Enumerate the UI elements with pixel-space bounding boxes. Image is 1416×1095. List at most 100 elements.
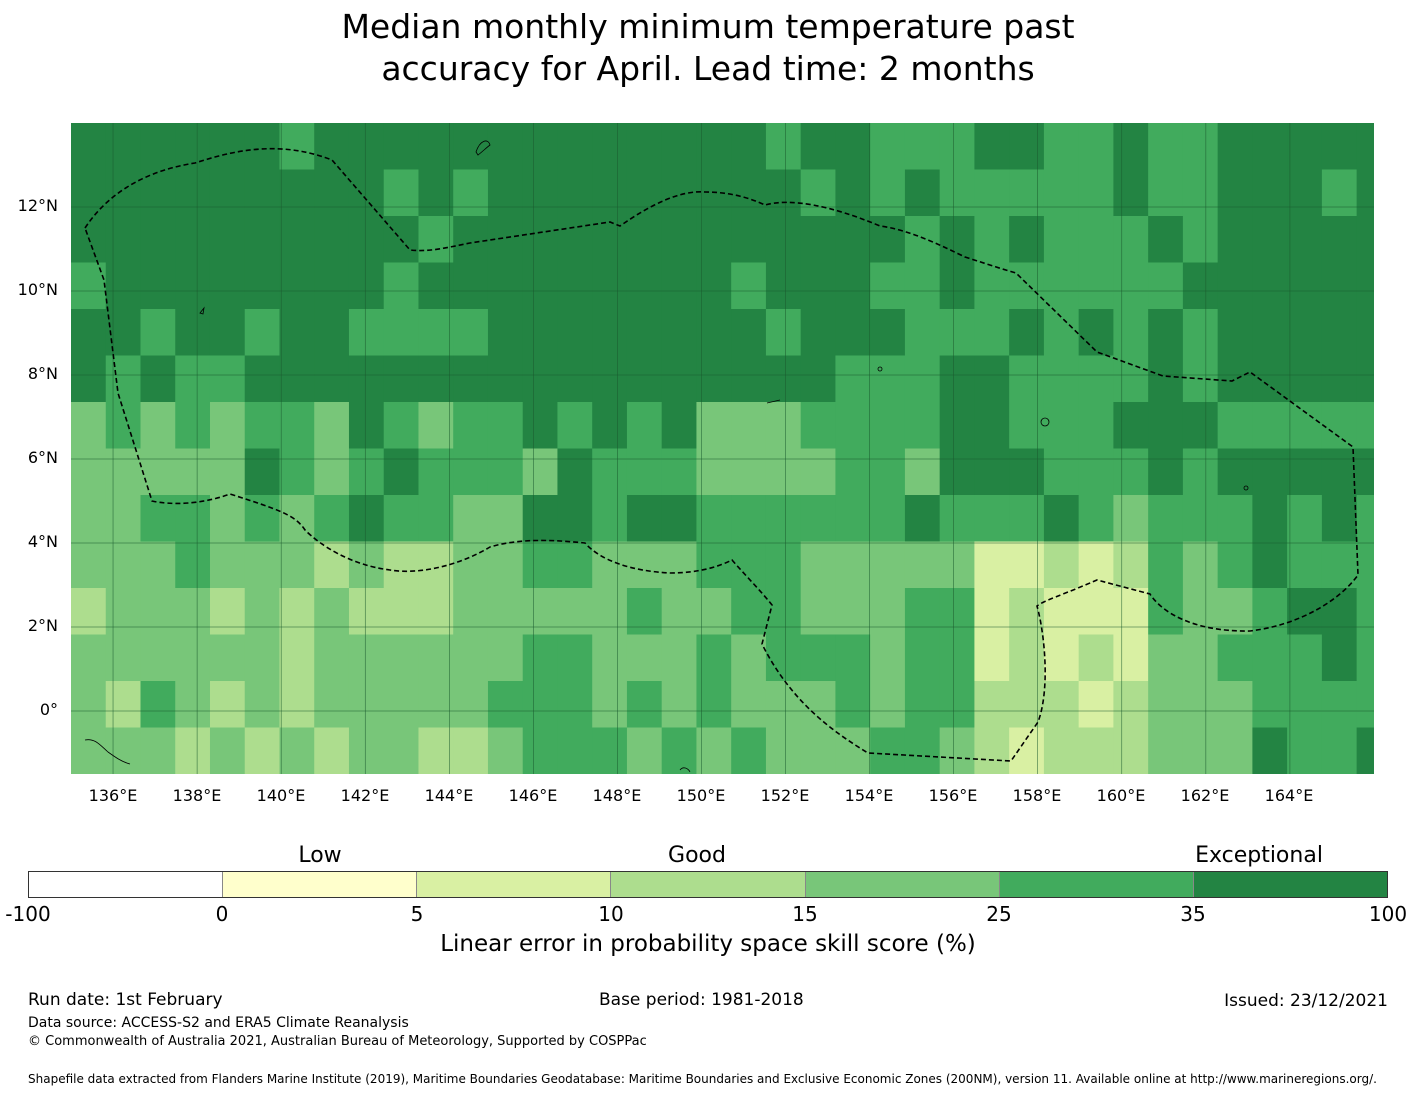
colorbar-segment xyxy=(611,872,806,897)
score-cell xyxy=(974,495,1010,543)
score-cell xyxy=(209,262,246,310)
score-cell xyxy=(1287,634,1323,682)
score-cell xyxy=(592,309,628,357)
score-cell xyxy=(800,355,837,403)
score-cell xyxy=(835,309,871,357)
score-cell xyxy=(1182,402,1219,450)
score-cell xyxy=(800,216,837,264)
score-cell xyxy=(522,123,559,171)
score-cell xyxy=(1009,169,1045,217)
score-cell xyxy=(870,495,906,543)
score-cell xyxy=(696,216,732,264)
score-cell xyxy=(418,681,454,729)
score-cell xyxy=(175,262,211,310)
score-cell xyxy=(487,402,524,450)
score-cell xyxy=(314,402,350,450)
score-cell xyxy=(835,634,871,682)
score-cell xyxy=(487,262,524,310)
score-cell xyxy=(209,402,246,450)
score-cell xyxy=(1078,216,1114,264)
score-cell xyxy=(1009,634,1045,682)
lon-label: 160°E xyxy=(1096,786,1146,805)
score-cell xyxy=(696,262,732,310)
score-cell xyxy=(592,402,628,450)
score-cell xyxy=(71,355,107,403)
score-cell xyxy=(418,402,454,450)
colorbar xyxy=(28,871,1388,898)
score-cell xyxy=(279,634,315,682)
score-cell xyxy=(71,262,107,310)
score-cell xyxy=(626,727,663,774)
score-cell xyxy=(1182,123,1219,171)
score-cell xyxy=(765,262,802,310)
score-cell xyxy=(487,169,524,217)
score-cell xyxy=(209,309,246,357)
colorbar-segment xyxy=(29,872,224,897)
score-cell xyxy=(800,588,837,636)
score-cell xyxy=(314,495,350,543)
colorbar-tick: 100 xyxy=(1368,902,1408,926)
score-cell xyxy=(870,169,906,217)
score-cell xyxy=(1148,169,1184,217)
score-cell xyxy=(314,169,350,217)
score-cell xyxy=(800,309,837,357)
score-cell xyxy=(1321,262,1358,310)
score-cell xyxy=(1287,309,1323,357)
score-cell xyxy=(1287,355,1323,403)
score-cell xyxy=(71,727,107,774)
score-cell xyxy=(800,727,837,774)
score-cell xyxy=(418,355,454,403)
score-cell xyxy=(1078,634,1114,682)
score-cell xyxy=(731,634,767,682)
score-cell xyxy=(175,123,211,171)
score-cell xyxy=(939,216,976,264)
score-cell xyxy=(696,309,732,357)
score-cell xyxy=(244,588,281,636)
score-cell xyxy=(765,495,802,543)
score-cell xyxy=(175,541,211,589)
score-cell xyxy=(592,727,628,774)
score-cell xyxy=(904,402,941,450)
colorbar-tick: 10 xyxy=(598,902,624,926)
score-cell xyxy=(1078,402,1114,450)
score-cell xyxy=(1356,355,1374,403)
score-cell xyxy=(1321,355,1358,403)
lat-label: 6°N xyxy=(27,448,58,467)
shapefile-credit: Shapefile data extracted from Flanders M… xyxy=(28,1072,1377,1086)
score-cell xyxy=(140,262,176,310)
score-cell xyxy=(974,588,1010,636)
score-cell xyxy=(1113,309,1149,357)
score-cell xyxy=(904,355,941,403)
score-cell xyxy=(522,541,559,589)
score-cell xyxy=(140,681,176,729)
score-cell xyxy=(348,355,385,403)
score-cell xyxy=(904,541,941,589)
score-cell xyxy=(939,588,976,636)
score-cell xyxy=(209,216,246,264)
score-cell xyxy=(1148,262,1184,310)
score-cell xyxy=(974,541,1010,589)
lon-label: 148°E xyxy=(592,786,642,805)
score-cell xyxy=(1356,216,1374,264)
score-cell xyxy=(731,588,767,636)
score-cell xyxy=(140,402,176,450)
score-cell xyxy=(904,495,941,543)
category-exceptional: Exceptional xyxy=(1195,843,1323,868)
score-cell xyxy=(904,309,941,357)
score-cell xyxy=(1182,681,1219,729)
score-cell xyxy=(696,681,732,729)
score-cell xyxy=(696,448,732,496)
score-cell xyxy=(1113,588,1149,636)
score-cell xyxy=(731,402,767,450)
score-cell xyxy=(140,634,176,682)
score-cell xyxy=(765,727,802,774)
lon-label: 142°E xyxy=(340,786,390,805)
score-cell xyxy=(696,402,732,450)
score-cell xyxy=(1148,216,1184,264)
score-cell xyxy=(1287,262,1323,310)
score-cell xyxy=(939,541,976,589)
score-cell xyxy=(1217,123,1253,171)
score-cell xyxy=(522,448,559,496)
score-cell xyxy=(1182,309,1219,357)
score-cell xyxy=(1287,681,1323,729)
